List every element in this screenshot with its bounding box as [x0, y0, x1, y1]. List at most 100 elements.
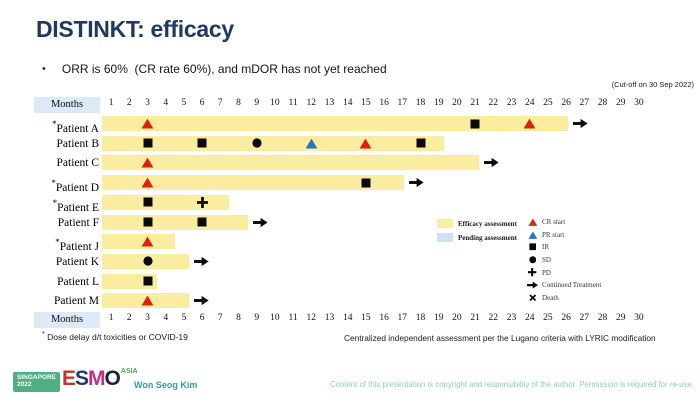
pr-start-triangle-icon	[305, 138, 318, 149]
logo-asia-suffix: ASIA	[120, 368, 138, 375]
month-tick: 11	[288, 313, 298, 323]
continued-treatment-arrow-icon	[572, 118, 588, 129]
patient-row-label: Patient M	[53, 295, 99, 308]
pr-start-triangle-icon	[526, 231, 539, 239]
key-finding-bullet: • ORR is 60% (CR rate 60%), and mDOR has…	[42, 62, 387, 76]
month-tick: 14	[342, 313, 353, 323]
ir-square-icon	[416, 138, 426, 148]
logo-singapore-block: SINGAPORE 2022	[13, 372, 61, 392]
dose-delay-asterisk: *	[51, 178, 56, 189]
footnote-dose-delay: * Dose delay d/t toxicities or COVID-19	[42, 331, 188, 342]
legend-assessment-item: Pending assessment	[437, 233, 517, 242]
bullet-icon: •	[42, 63, 46, 75]
month-tick: 19	[433, 313, 444, 323]
month-tick: 14	[342, 98, 353, 108]
legend-marker-item: PR start	[526, 231, 564, 239]
legend-marker-label: PR start	[542, 230, 565, 239]
sd-circle-icon	[526, 256, 539, 264]
month-tick: 24	[524, 313, 535, 323]
continued-treatment-arrow-icon	[194, 295, 209, 306]
death-x-icon	[526, 294, 539, 302]
month-tick: 4	[163, 313, 169, 323]
continued-treatment-arrow-icon	[483, 157, 499, 168]
months-axis-label: Months	[34, 312, 100, 328]
month-tick: 21	[470, 313, 480, 323]
legend-assessment-label: Pending assessment	[458, 233, 517, 242]
cr-start-triangle-icon	[141, 157, 154, 168]
month-tick: 19	[433, 98, 444, 108]
ir-square-icon	[197, 217, 207, 227]
sd-circle-icon	[252, 138, 262, 148]
month-tick: 29	[615, 98, 626, 108]
month-tick: 10	[270, 313, 280, 323]
legend-marker-label: Continued Treatment	[542, 281, 602, 290]
patient-row-label: *Patient D	[51, 178, 99, 194]
month-tick: 8	[236, 98, 241, 108]
dose-delay-asterisk: *	[52, 119, 57, 129]
month-tick: 16	[379, 98, 389, 108]
legend-marker-item: Continued Treatment	[526, 281, 601, 289]
month-tick: 3	[145, 98, 150, 108]
data-cutoff-note: (Cut-off on 30 Sep 2022)	[611, 80, 694, 89]
efficacy-assessment-bar	[102, 175, 405, 191]
ir-square-icon	[526, 243, 539, 251]
month-tick: 7	[217, 313, 223, 323]
month-tick: 3	[145, 313, 150, 323]
patient-row-label: Patient C	[56, 157, 100, 170]
legend-marker-item: CR start	[526, 218, 565, 226]
cr-start-triangle-icon	[141, 236, 154, 247]
legend-marker-item: IR	[526, 243, 549, 251]
month-tick: 5	[181, 98, 187, 108]
ir-square-icon	[470, 119, 480, 129]
month-tick: 1	[108, 313, 114, 323]
continued-treatment-arrow-icon	[252, 217, 268, 228]
month-tick: 22	[488, 313, 499, 323]
asterisk-marker: *	[42, 331, 45, 338]
legend-marker-item: PD	[526, 268, 551, 277]
efficacy-assessment-bar	[102, 214, 248, 230]
month-tick: 20	[452, 98, 462, 108]
month-tick: 18	[415, 98, 426, 108]
dose-delay-asterisk: *	[52, 197, 58, 208]
month-tick: 29	[615, 313, 626, 323]
month-tick: 21	[470, 98, 480, 108]
month-tick: 30	[634, 98, 644, 108]
month-tick: 10	[270, 98, 280, 108]
month-tick: 22	[488, 98, 499, 108]
month-tick: 26	[561, 98, 571, 108]
continued-treatment-arrow-icon	[409, 177, 424, 188]
efficacy-assessment-bar	[102, 273, 157, 289]
logo-esmo-letters: ESMO	[62, 367, 121, 390]
ir-square-icon	[143, 217, 153, 227]
cr-start-triangle-icon	[359, 138, 372, 149]
month-tick: 1	[108, 98, 114, 108]
months-axis-label: Months	[34, 97, 100, 113]
month-tick: 9	[254, 98, 260, 108]
ir-square-icon	[143, 138, 153, 148]
efficacy-assessment-bar	[102, 194, 230, 210]
patient-row-label: Patient L	[57, 275, 99, 288]
month-tick: 27	[579, 313, 590, 323]
legend-marker-item: SD	[526, 256, 551, 264]
legend-marker-label: SD	[542, 255, 551, 264]
month-tick: 28	[597, 98, 608, 108]
legend-marker-label: Death	[542, 293, 559, 302]
ir-square-icon	[143, 197, 153, 207]
legend-swatch-icon	[437, 219, 453, 228]
month-tick: 25	[543, 98, 553, 108]
month-tick: 8	[236, 313, 241, 323]
legend-swatch-icon	[437, 233, 453, 242]
month-tick: 13	[324, 98, 335, 108]
month-tick: 7	[217, 98, 223, 108]
logo-letter: M	[88, 367, 105, 390]
month-tick: 23	[506, 313, 517, 323]
cr-start-triangle-icon	[523, 118, 536, 129]
month-tick: 15	[361, 313, 371, 323]
esmo-asia-logo: SINGAPORE 2022 ESMO ASIA	[13, 368, 138, 392]
patient-row-label: Patient B	[56, 137, 100, 150]
month-tick: 27	[579, 98, 590, 108]
ir-square-icon	[197, 138, 207, 148]
copyright-notice: Content of this presentation is copyrigh…	[330, 380, 695, 389]
pd-plus-icon	[196, 196, 208, 208]
